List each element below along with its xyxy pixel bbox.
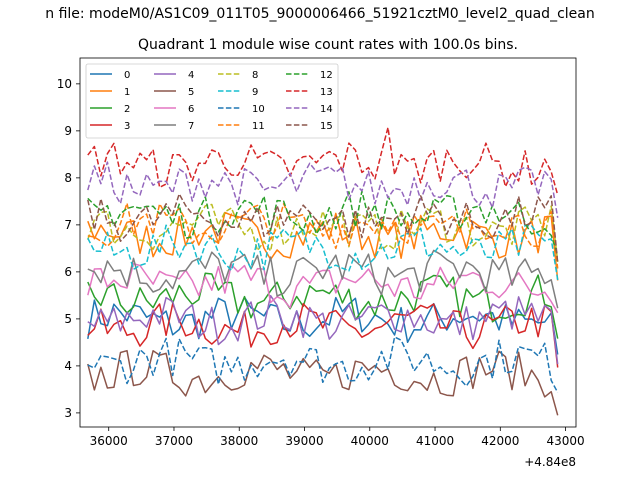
legend-label-13: 13 (320, 87, 333, 98)
series-line-11 (87, 202, 559, 269)
legend-label-14: 14 (320, 104, 333, 115)
x-tick-label: 38000 (220, 434, 258, 448)
series-line-3 (87, 302, 559, 368)
chart-title: Quadrant 1 module wise count rates with … (138, 37, 518, 53)
y-tick-label: 5 (64, 312, 72, 326)
y-tick-label: 7 (64, 218, 72, 232)
y-tick-label: 3 (64, 406, 72, 420)
y-tick-label: 4 (64, 359, 72, 373)
x-tick-label: 36000 (90, 434, 128, 448)
series-line-0 (87, 296, 559, 355)
series-line-10 (87, 336, 559, 393)
legend-label-2: 2 (124, 104, 130, 115)
series-line-6 (87, 262, 559, 314)
legend-label-5: 5 (188, 87, 194, 98)
x-tick-label: 42000 (481, 434, 519, 448)
legend-label-6: 6 (188, 104, 194, 115)
y-tick-label: 8 (64, 171, 72, 185)
series-line-14 (87, 161, 559, 218)
figure-suptitle: n file: modeM0/AS1C09_011T05_9000006466_… (45, 6, 594, 22)
series-line-15 (87, 193, 559, 263)
legend-label-15: 15 (320, 121, 333, 132)
x-tick-label: 40000 (351, 434, 389, 448)
axes-frame (79, 57, 577, 428)
x-tick-label: 41000 (416, 434, 454, 448)
legend-label-4: 4 (188, 70, 194, 81)
series-line-9 (87, 224, 559, 281)
y-tick-label: 6 (64, 265, 72, 279)
plot-area: 36000 37000 38000 39000 40000 41000 42000 43000… (57, 57, 585, 448)
series-line-12 (87, 190, 559, 256)
legend-label-0: 0 (124, 70, 130, 81)
legend-label-9: 9 (252, 87, 258, 98)
legend-label-7: 7 (188, 121, 194, 132)
legend-box (85, 63, 339, 139)
x-offset-label: +4.84e8 (524, 455, 576, 469)
series-line-13 (87, 126, 559, 196)
y-tick-label: 10 (57, 77, 72, 91)
series-line-4 (87, 294, 559, 365)
x-tick-label: 37000 (155, 434, 193, 448)
series-line-5 (87, 349, 559, 416)
legend-label-8: 8 (252, 70, 258, 81)
x-tick-label: 39000 (285, 434, 323, 448)
legend-label-11: 11 (252, 121, 265, 132)
series-line-7 (87, 249, 559, 309)
series-line-2 (87, 272, 559, 339)
legend-label-10: 10 (252, 104, 265, 115)
x-tick-label: 43000 (546, 434, 584, 448)
legend-label-12: 12 (320, 70, 333, 81)
series-lines (87, 126, 559, 416)
legend-label-3: 3 (124, 121, 130, 132)
y-tick-label: 9 (64, 124, 72, 138)
legend-label-1: 1 (124, 87, 130, 98)
